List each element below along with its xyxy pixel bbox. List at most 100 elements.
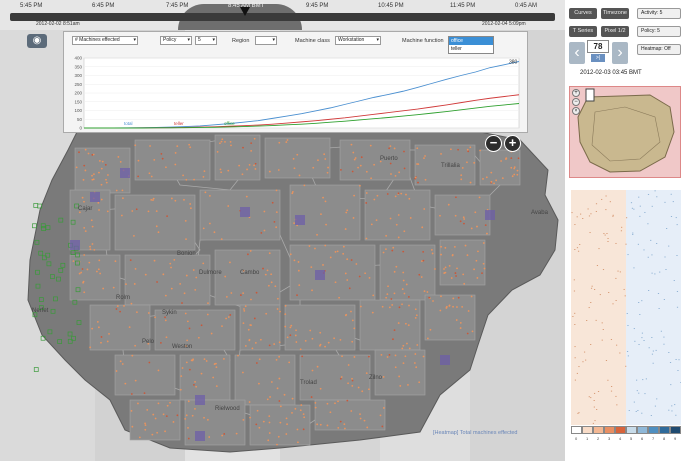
- incident-dot: [443, 272, 446, 274]
- hotspot-marker[interactable]: [240, 207, 250, 217]
- minimap-viewport[interactable]: [585, 88, 595, 102]
- strip-tick: [670, 384, 672, 386]
- incident-dot: [268, 170, 271, 173]
- incident-dot: [193, 383, 195, 386]
- strip-tick: [648, 347, 650, 349]
- zoom-in-small-icon[interactable]: +: [572, 89, 580, 97]
- island-map[interactable]: [0, 0, 565, 461]
- incident-dot: [421, 226, 424, 229]
- machine-class-select[interactable]: Workstation ▾: [335, 36, 381, 45]
- policy-number-select[interactable]: 5 ▾: [195, 36, 217, 45]
- step-end-button[interactable]: >|: [591, 54, 605, 62]
- incident-dot: [297, 441, 299, 444]
- incident-dot: [289, 253, 292, 256]
- machine-function-option[interactable]: office: [449, 37, 493, 45]
- strip-tick: [592, 422, 594, 424]
- reset-small-icon[interactable]: ×: [572, 107, 580, 115]
- step-counter[interactable]: 78: [587, 40, 609, 53]
- heatmap-select[interactable]: Heatmap: Off: [637, 44, 681, 55]
- incident-dot: [227, 169, 230, 172]
- zoom-in-button[interactable]: +: [504, 135, 521, 152]
- incident-dot: [296, 428, 299, 431]
- incident-dot: [401, 347, 404, 350]
- camera-button[interactable]: ◉: [27, 34, 47, 48]
- incident-dot: [302, 428, 305, 431]
- city-label: Trolad: [300, 380, 317, 386]
- city-label: Pelo: [142, 339, 155, 345]
- incident-dot: [452, 297, 455, 300]
- hotspot-marker[interactable]: [440, 355, 450, 365]
- pixel-button[interactable]: Pixel 1/2: [601, 26, 629, 37]
- policy-select-value: Policy: [163, 37, 177, 43]
- incident-dot: [462, 273, 465, 276]
- hotspot-marker[interactable]: [195, 395, 205, 405]
- incident-dot: [482, 178, 484, 180]
- timezone-button[interactable]: Timezone: [601, 8, 629, 19]
- incident-dot: [408, 304, 410, 307]
- incident-dot: [105, 181, 108, 184]
- incident-dot: [213, 231, 216, 234]
- incident-dot: [253, 137, 256, 140]
- incident-dot: [84, 230, 87, 233]
- city-label: Puerto: [380, 156, 398, 162]
- incident-dot: [192, 269, 195, 271]
- y-tick-label: 0: [79, 126, 82, 131]
- strip-tick: [597, 391, 600, 392]
- tseries-button[interactable]: T Series: [569, 26, 597, 37]
- incident-dot: [187, 437, 190, 440]
- hotspot-marker[interactable]: [90, 192, 100, 202]
- hotspot-marker[interactable]: [195, 431, 205, 441]
- hotspot-marker[interactable]: [295, 215, 305, 225]
- region-select[interactable]: ▾: [255, 36, 277, 45]
- incident-dot: [353, 356, 356, 358]
- hotspot-marker[interactable]: [485, 210, 495, 220]
- incident-dot: [420, 276, 423, 278]
- next-arrow-button[interactable]: ›: [612, 42, 628, 64]
- filter-chart-panel: # Machines effected ▾ Policy ▾ 5 ▾ Region ▾…: [63, 31, 528, 133]
- previous-arrow-button[interactable]: ‹: [569, 42, 585, 64]
- zoom-out-button[interactable]: −: [485, 135, 502, 152]
- incident-dot: [387, 285, 389, 288]
- incident-dot: [80, 271, 83, 274]
- incident-dot: [72, 260, 75, 263]
- incident-dot: [422, 250, 425, 253]
- incident-dot: [397, 322, 400, 324]
- incident-dot: [417, 181, 419, 184]
- activity-select[interactable]: Activity: 5: [637, 8, 681, 19]
- incident-dot: [128, 326, 131, 329]
- hotspot-marker[interactable]: [120, 168, 130, 178]
- timeline-slider[interactable]: 5:45 PM 6:45 PM 7:45 PM 8:45 AM BMT 9:45…: [0, 0, 565, 30]
- overview-minimap[interactable]: + − ×: [569, 86, 681, 178]
- incident-dot: [250, 324, 252, 327]
- incident-dot: [204, 191, 207, 194]
- incident-dot: [324, 158, 327, 160]
- incident-dot: [322, 196, 324, 199]
- machine-function-list[interactable]: office teller: [448, 36, 494, 54]
- incident-dot: [443, 268, 445, 270]
- incident-dot: [267, 284, 270, 287]
- policy-select-right[interactable]: Policy: 5: [637, 26, 681, 37]
- strip-tick: [651, 254, 653, 256]
- incident-dot: [365, 202, 368, 204]
- timeline-handle[interactable]: [240, 7, 250, 16]
- incident-dot: [169, 262, 172, 265]
- strip-tick: [635, 379, 638, 381]
- zoom-out-small-icon[interactable]: −: [572, 98, 580, 106]
- policy-select[interactable]: Policy ▾: [160, 36, 192, 45]
- incident-dot: [131, 210, 134, 212]
- timeline-track[interactable]: [10, 13, 555, 21]
- curves-button[interactable]: Curves: [569, 8, 597, 19]
- hotspot-marker[interactable]: [70, 240, 80, 250]
- green-marker: [40, 223, 46, 229]
- incident-dot: [276, 308, 279, 310]
- incident-dot: [250, 149, 253, 152]
- strip-tick: [639, 215, 641, 217]
- green-marker: [70, 250, 76, 255]
- timeline-label: 10:45 PM: [378, 3, 404, 9]
- machine-function-option[interactable]: teller: [451, 46, 462, 52]
- incident-dot: [284, 304, 287, 307]
- incident-dot: [131, 354, 134, 357]
- incident-dot: [379, 414, 382, 417]
- metric-select[interactable]: # Machines effected ▾: [72, 36, 138, 45]
- hotspot-marker[interactable]: [315, 270, 325, 280]
